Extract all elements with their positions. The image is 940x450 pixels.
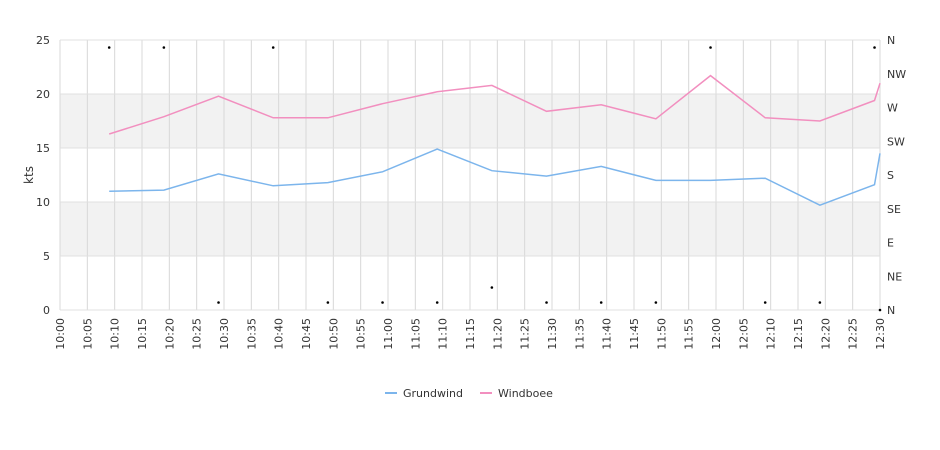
- direction-point: [599, 301, 603, 304]
- x-tick-label: 10:00: [54, 318, 67, 350]
- x-tick-label: 10:45: [300, 318, 313, 350]
- series-line-windboee: [108, 74, 881, 135]
- direction-point: [878, 308, 882, 312]
- x-tick-label: 12:00: [710, 318, 723, 350]
- x-tick-label: 10:50: [327, 318, 340, 350]
- y-axis-label: kts: [22, 166, 36, 184]
- y2-tick-label: NE: [887, 270, 902, 283]
- y2-tick-label: SE: [887, 203, 901, 216]
- y-tick-label: 25: [36, 34, 50, 47]
- x-tick-label: 12:30: [874, 318, 887, 350]
- x-tick-label: 10:35: [245, 318, 258, 350]
- legend-label: Grundwind: [403, 387, 463, 400]
- x-tick-label: 10:25: [191, 318, 204, 350]
- horizontal-gridlines: [60, 39, 880, 311]
- x-tick-label: 10:40: [273, 318, 286, 350]
- y-tick-label: 5: [43, 250, 50, 263]
- x-tick-label: 11:45: [628, 318, 641, 350]
- legend-item-windboee: Windboee: [480, 387, 553, 400]
- x-axis-ticks: 10:00 10:05 10:10 10:15 10:20 10:25 10:30 10:35…: [54, 318, 887, 350]
- direction-point: [326, 301, 330, 304]
- series-lines: [108, 74, 881, 207]
- x-tick-label: 11:35: [573, 318, 586, 350]
- legend-item-grundwind: Grundwind: [385, 387, 463, 400]
- x-tick-label: 10:30: [218, 318, 231, 350]
- direction-point: [709, 46, 712, 49]
- y2-tick-label: S: [887, 169, 894, 182]
- y2-tick-label: W: [887, 102, 898, 115]
- x-tick-label: 11:50: [655, 318, 668, 350]
- y-tick-label: 15: [36, 142, 50, 155]
- direction-point: [271, 46, 275, 49]
- y2-tick-label: N: [887, 34, 895, 47]
- y2-axis-ticks: N NE E SE S SW W NW N: [887, 34, 906, 317]
- direction-point: [435, 301, 439, 304]
- x-tick-label: 12:15: [792, 318, 805, 350]
- x-tick-label: 11:10: [437, 318, 450, 350]
- direction-point: [763, 301, 767, 304]
- direction-point: [107, 46, 111, 49]
- x-tick-label: 10:15: [136, 318, 149, 350]
- direction-point: [217, 301, 220, 304]
- x-tick-label: 12:05: [737, 318, 750, 350]
- x-tick-label: 10:10: [109, 318, 122, 350]
- x-tick-label: 11:25: [519, 318, 532, 350]
- direction-point: [381, 301, 384, 304]
- x-tick-label: 12:10: [765, 318, 778, 350]
- direction-point: [873, 46, 876, 49]
- direction-points: [107, 46, 882, 312]
- x-tick-label: 11:00: [382, 318, 395, 350]
- direction-point: [490, 286, 494, 289]
- x-tick-label: 10:55: [355, 318, 368, 350]
- x-tick-label: 11:20: [491, 318, 504, 350]
- x-tick-label: 12:25: [847, 318, 860, 350]
- x-tick-label: 10:05: [81, 318, 94, 350]
- direction-point: [654, 301, 658, 304]
- series-line-grundwind: [109, 148, 881, 207]
- legend-label: Windboee: [498, 387, 553, 400]
- direction-point: [162, 46, 166, 49]
- y-tick-label: 10: [36, 196, 50, 209]
- y2-tick-label: NW: [887, 68, 906, 81]
- x-tick-label: 11:15: [464, 318, 477, 350]
- y-tick-label: 20: [36, 88, 50, 101]
- x-tick-label: 11:40: [601, 318, 614, 350]
- x-tick-label: 11:05: [409, 318, 422, 350]
- direction-point: [545, 301, 548, 304]
- y2-tick-label: N: [887, 304, 895, 317]
- x-tick-label: 11:55: [683, 318, 696, 350]
- legend: Grundwind Windboee: [385, 387, 553, 400]
- y-axis-ticks: 0 5 10 15 20 25: [36, 34, 50, 317]
- x-tick-label: 11:30: [546, 318, 559, 350]
- x-tick-label: 10:20: [163, 318, 176, 350]
- direction-point: [818, 301, 822, 304]
- vertical-gridlines: [59, 40, 881, 310]
- x-tick-label: 12:20: [819, 318, 832, 350]
- y-tick-label: 0: [43, 304, 50, 317]
- y2-tick-label: E: [887, 237, 894, 250]
- y2-tick-label: SW: [887, 135, 905, 148]
